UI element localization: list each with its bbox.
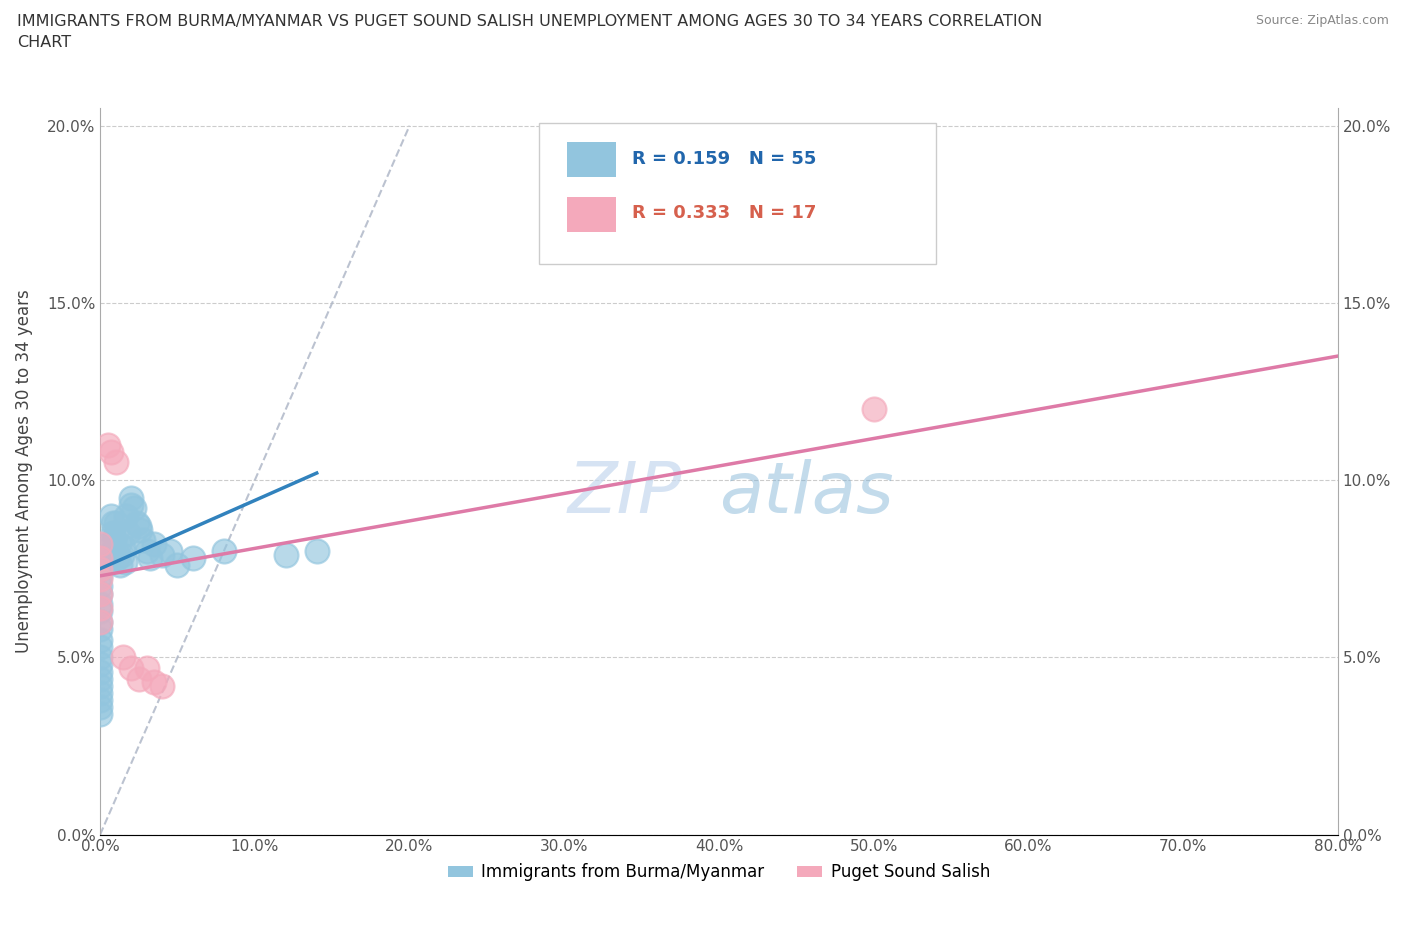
Point xyxy=(89,699,111,714)
Point xyxy=(103,533,125,548)
Point xyxy=(89,562,111,577)
Point xyxy=(143,537,166,551)
Point xyxy=(104,544,127,559)
Point xyxy=(120,490,142,505)
Point xyxy=(89,615,111,630)
Legend: Immigrants from Burma/Myanmar, Puget Sound Salish: Immigrants from Burma/Myanmar, Puget Sou… xyxy=(441,857,997,888)
Point xyxy=(862,402,884,417)
Point xyxy=(128,671,150,686)
Point xyxy=(89,664,111,679)
Point xyxy=(104,515,127,530)
Point xyxy=(143,675,166,690)
Point xyxy=(97,547,120,562)
Point xyxy=(305,544,328,559)
Point xyxy=(100,445,122,459)
FancyBboxPatch shape xyxy=(567,142,616,177)
Point xyxy=(150,547,173,562)
Text: atlas: atlas xyxy=(718,458,894,527)
Point xyxy=(135,544,157,559)
Point xyxy=(89,537,111,551)
Point xyxy=(89,572,111,587)
Point xyxy=(127,515,149,530)
Point xyxy=(101,525,124,540)
Point xyxy=(115,508,138,523)
Point xyxy=(89,678,111,693)
Text: R = 0.159   N = 55: R = 0.159 N = 55 xyxy=(633,150,817,167)
Point xyxy=(89,632,111,647)
Point xyxy=(89,586,111,601)
Point xyxy=(97,554,120,569)
Point xyxy=(150,678,173,693)
Point xyxy=(89,657,111,671)
Point xyxy=(89,586,111,601)
Point xyxy=(159,544,181,559)
Point xyxy=(135,660,157,675)
Point xyxy=(111,547,134,562)
Point xyxy=(89,650,111,665)
Text: R = 0.333   N = 17: R = 0.333 N = 17 xyxy=(633,205,817,222)
Point xyxy=(97,437,120,452)
FancyBboxPatch shape xyxy=(567,196,616,232)
Point xyxy=(89,597,111,612)
Point xyxy=(120,498,142,512)
Point xyxy=(129,523,152,538)
Text: IMMIGRANTS FROM BURMA/MYANMAR VS PUGET SOUND SALISH UNEMPLOYMENT AMONG AGES 30 T: IMMIGRANTS FROM BURMA/MYANMAR VS PUGET S… xyxy=(17,14,1042,50)
Point xyxy=(105,551,128,565)
Point xyxy=(89,568,111,583)
Point xyxy=(89,562,111,577)
Point xyxy=(89,600,111,615)
Point xyxy=(89,639,111,654)
Point xyxy=(112,650,135,665)
Point xyxy=(181,551,204,565)
FancyBboxPatch shape xyxy=(540,123,935,264)
Point xyxy=(114,554,136,569)
Point xyxy=(117,525,139,540)
Point xyxy=(120,660,142,675)
Point xyxy=(138,551,160,565)
Point xyxy=(89,544,111,559)
Point xyxy=(97,537,120,551)
Point xyxy=(132,533,155,548)
Point xyxy=(212,544,235,559)
Point xyxy=(122,501,145,516)
Point xyxy=(89,685,111,700)
Point xyxy=(101,515,124,530)
Text: Source: ZipAtlas.com: Source: ZipAtlas.com xyxy=(1256,14,1389,27)
Point xyxy=(128,519,150,534)
Point xyxy=(89,551,111,565)
Point xyxy=(110,558,132,573)
Point xyxy=(274,547,297,562)
Point xyxy=(104,525,127,540)
Point xyxy=(89,693,111,708)
Point xyxy=(166,558,188,573)
Text: ZIP: ZIP xyxy=(568,458,682,527)
Point xyxy=(89,621,111,636)
Point xyxy=(100,508,122,523)
Point xyxy=(89,604,111,618)
Y-axis label: Unemployment Among Ages 30 to 34 years: Unemployment Among Ages 30 to 34 years xyxy=(15,289,32,653)
Point xyxy=(89,707,111,722)
Point xyxy=(89,615,111,630)
Point xyxy=(89,579,111,594)
Point xyxy=(107,537,129,551)
Point xyxy=(89,671,111,686)
Point xyxy=(104,455,127,470)
Point xyxy=(112,540,135,555)
